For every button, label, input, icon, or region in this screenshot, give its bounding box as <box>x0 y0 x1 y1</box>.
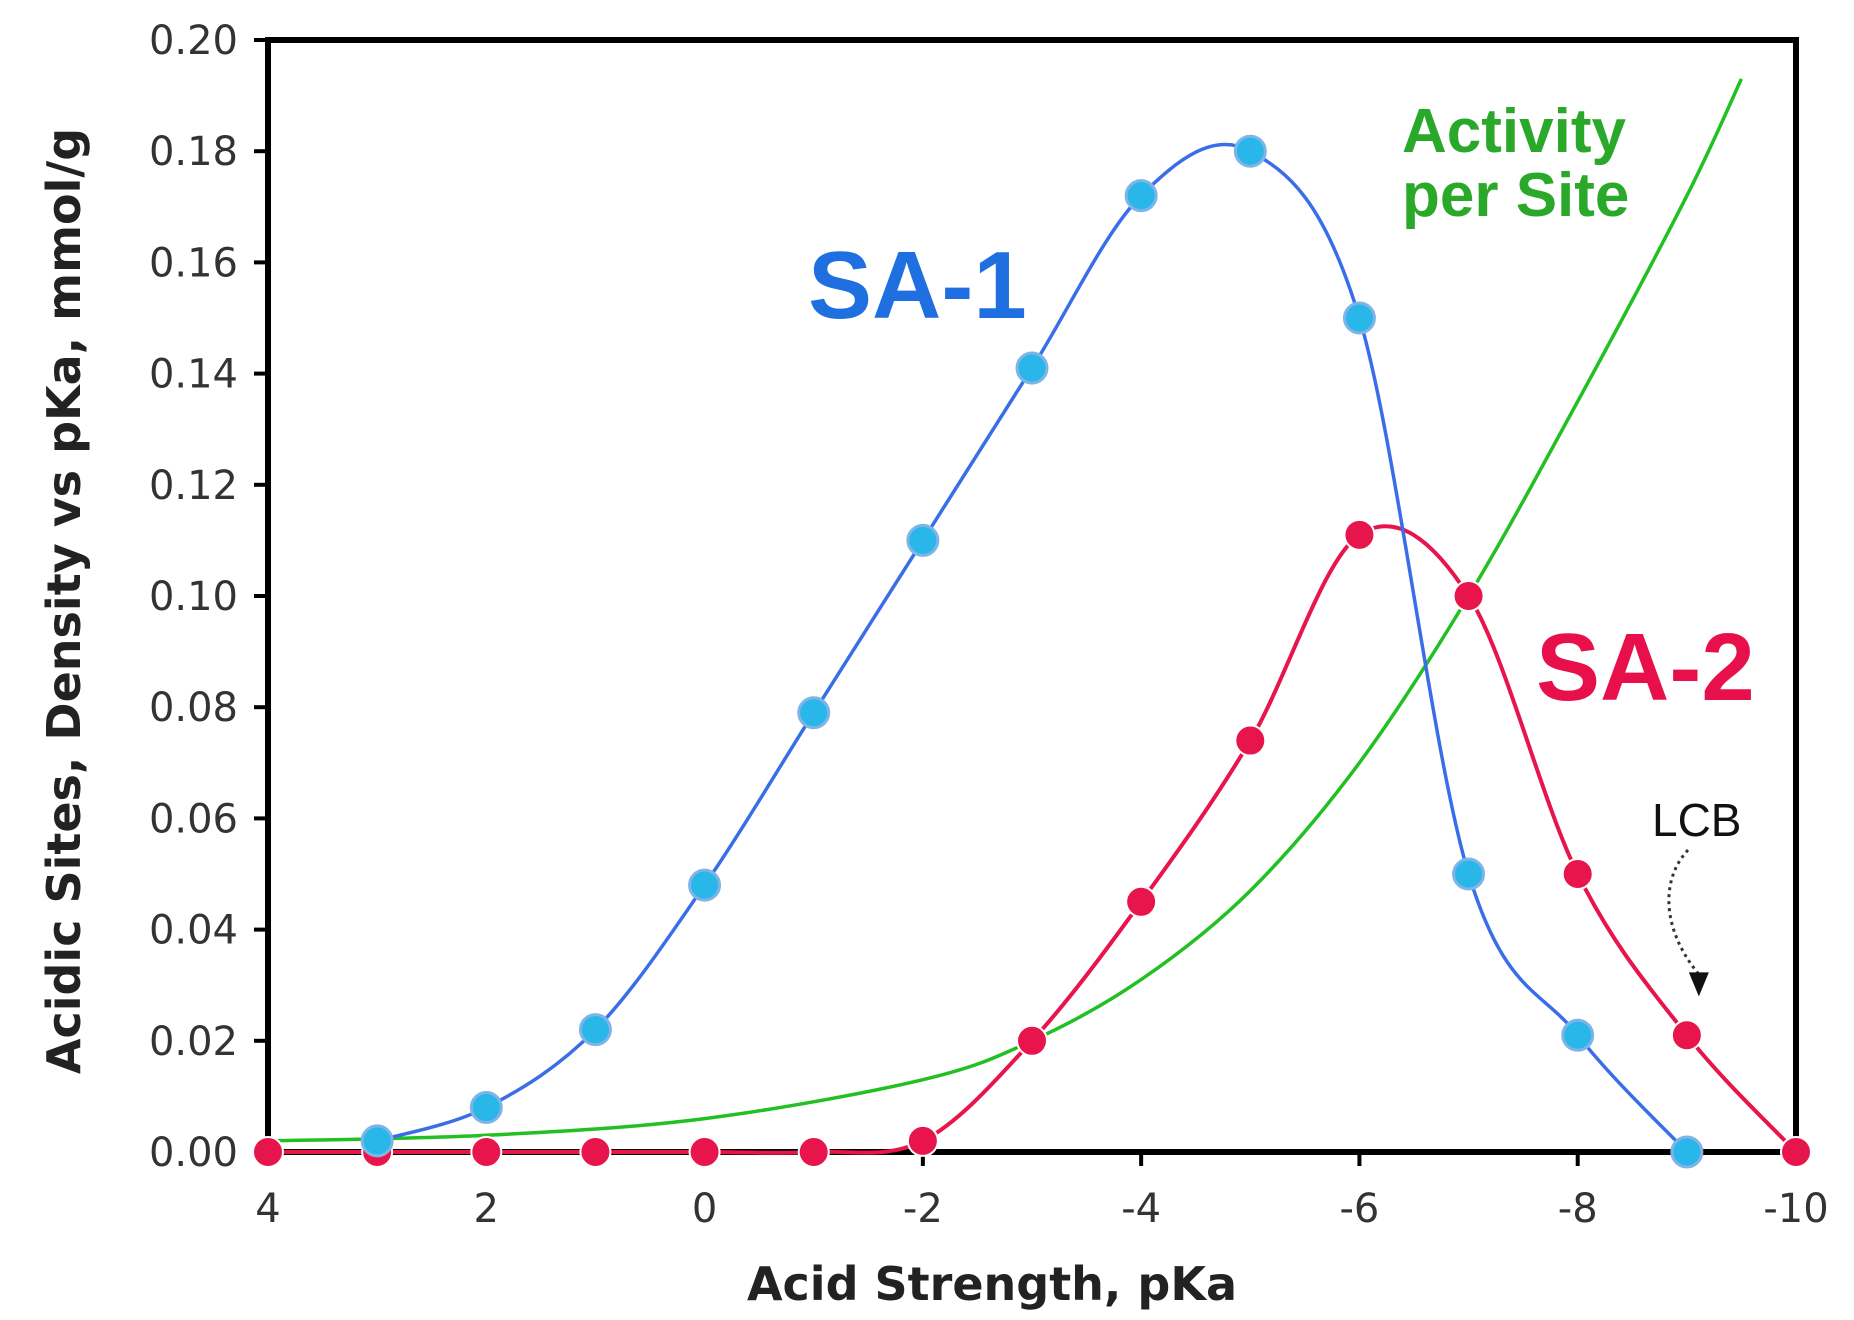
sa1-point <box>469 1091 503 1125</box>
series-layer <box>252 78 1812 1169</box>
sa2-point <box>1452 580 1485 612</box>
sa1-point <box>1124 179 1158 213</box>
sa1-point <box>688 868 722 902</box>
sa2-point <box>688 1136 721 1168</box>
y-axis-title: Acidic Sites, Density vs pKa, mmol/g <box>37 128 91 1074</box>
y-tick-label: 0.08 <box>149 685 238 731</box>
sa1-point <box>578 1013 612 1047</box>
y-tick-label: 0.12 <box>149 463 238 509</box>
y-tick-label: 0.10 <box>149 574 238 620</box>
sa1-point <box>1452 857 1486 891</box>
sa2-point <box>797 1136 830 1168</box>
sa2-point <box>1234 724 1267 757</box>
y-tick-label: 0.06 <box>149 796 238 842</box>
sa2-line <box>268 524 1798 1155</box>
x-tick-label: -8 <box>1558 1186 1598 1232</box>
sa1-point <box>906 523 940 557</box>
sa2-point <box>252 1136 284 1168</box>
sa1-point <box>797 696 831 730</box>
x-tick-label: -10 <box>1763 1186 1828 1232</box>
sa1-point <box>1015 351 1049 385</box>
sa1-point <box>1561 1018 1595 1052</box>
activity-label-line1: Activity <box>1402 97 1626 166</box>
sa2-point <box>1125 885 1158 918</box>
x-tick-label: 4 <box>255 1186 280 1232</box>
activity-per-site-line <box>267 78 1743 1143</box>
sa2-point <box>1016 1024 1048 1057</box>
y-tick-label: 0.18 <box>149 129 238 175</box>
lcb-arrow-head <box>1688 972 1709 997</box>
y-tick-label: 0.14 <box>149 352 238 398</box>
y-tick-label: 0.04 <box>149 908 238 954</box>
y-tick-label: 0.02 <box>149 1019 238 1065</box>
sa1-point <box>360 1124 394 1158</box>
lcb-arrow-line <box>1667 848 1701 976</box>
activity-label-line2: per Site <box>1402 161 1629 230</box>
y-tick-label: 0.00 <box>149 1130 238 1176</box>
x-tick-label: -6 <box>1339 1186 1379 1232</box>
sa1-point <box>1342 301 1376 335</box>
y-tick-label: 0.20 <box>149 18 238 64</box>
sa2-point <box>1343 518 1376 551</box>
sa1-point <box>1233 134 1267 168</box>
sa2-point <box>470 1136 503 1168</box>
sa2-point <box>1561 858 1594 890</box>
x-axis-title: Acid Strength, pKa <box>747 1257 1237 1311</box>
y-tick-label: 0.16 <box>149 240 238 286</box>
x-tick-label: 2 <box>474 1186 499 1232</box>
axes-layer: 0.00 0.02 0.04 0.06 0.08 0.10 0.12 0.14 0.16 0.18… <box>149 18 1829 1232</box>
x-tick-label: -4 <box>1121 1186 1161 1232</box>
sa2-point <box>1780 1136 1812 1168</box>
x-tick-label: 0 <box>692 1186 717 1232</box>
x-tick-label: -2 <box>903 1186 943 1232</box>
labels-layer: Acid Strength, pKa Acidic Sites, Density … <box>37 97 1755 1311</box>
sa1-line <box>376 142 1689 1154</box>
sa1-point <box>1670 1135 1704 1169</box>
sa2-point <box>906 1124 939 1157</box>
lcb-annotation-label: LCB <box>1652 794 1741 846</box>
sa2-point <box>579 1136 612 1168</box>
sa1-label: SA-1 <box>808 232 1027 339</box>
sa2-label: SA-2 <box>1536 614 1755 721</box>
sa2-point <box>1670 1019 1703 1052</box>
